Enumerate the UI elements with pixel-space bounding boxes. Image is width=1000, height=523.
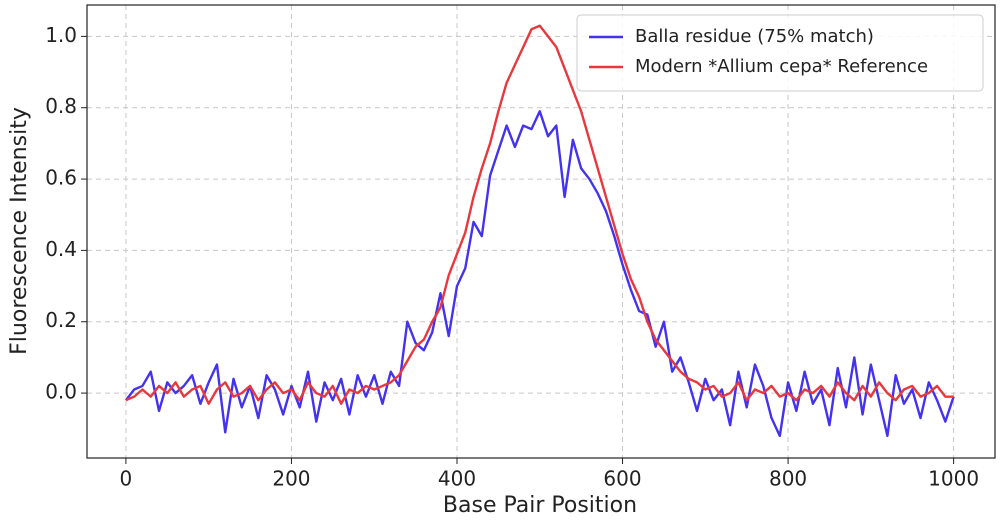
x-tick-label: 600 xyxy=(603,467,641,491)
y-tick-label: 0.8 xyxy=(45,94,77,118)
x-tick-label: 1000 xyxy=(928,467,979,491)
x-tick-label: 200 xyxy=(272,467,310,491)
y-tick-label: 0.0 xyxy=(45,380,77,404)
legend-label: Balla residue (75% match) xyxy=(635,26,874,47)
y-axis-label: Fluorescence Intensity xyxy=(7,107,32,355)
y-tick-label: 1.0 xyxy=(45,23,77,47)
plot-frame xyxy=(86,4,996,459)
x-axis-label: Base Pair Position xyxy=(443,493,637,518)
data-line xyxy=(124,110,955,438)
y-tick-label: 0.4 xyxy=(45,237,77,261)
x-tick-label: 400 xyxy=(438,467,476,491)
legend: Balla residue (75% match) Modern *Allium … xyxy=(576,14,984,92)
x-tick-label: 0 xyxy=(120,467,133,491)
data-line xyxy=(125,24,954,405)
x-tick-label: 800 xyxy=(769,467,807,491)
legend-box xyxy=(576,14,984,92)
y-tick-label: 0.2 xyxy=(45,308,77,332)
y-tick-label: 0.6 xyxy=(45,166,77,190)
legend-label: Modern *Allium cepa* Reference xyxy=(635,56,928,77)
